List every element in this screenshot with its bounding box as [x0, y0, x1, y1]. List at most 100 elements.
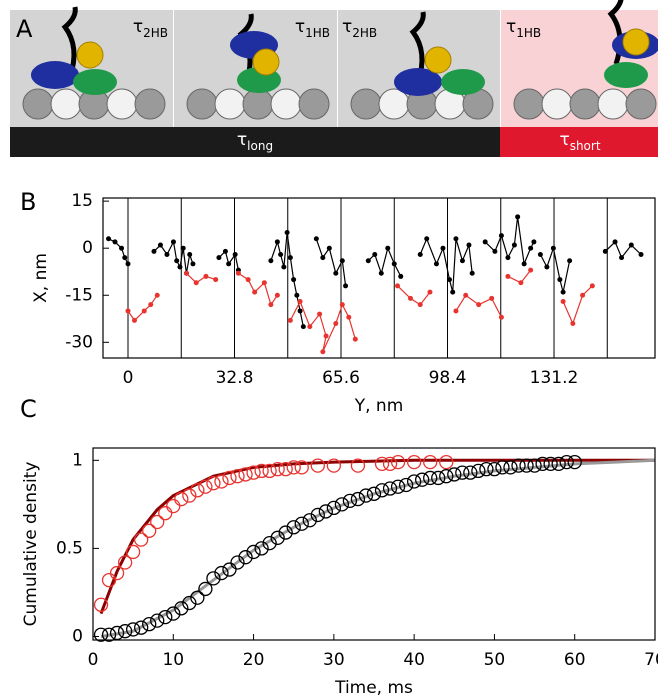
data-point	[323, 333, 329, 339]
data-point	[93, 597, 109, 612]
tether	[61, 6, 78, 78]
y-axis-label: Cumulative density	[21, 462, 41, 627]
data-point	[366, 486, 382, 501]
data-point	[245, 277, 251, 283]
data-point	[300, 324, 306, 330]
data-point	[307, 324, 313, 330]
data-point	[453, 308, 459, 314]
data-point	[166, 606, 181, 621]
data-point	[183, 270, 189, 276]
data-point	[302, 513, 317, 528]
data-point	[580, 292, 586, 298]
data-point	[206, 476, 221, 491]
plot-frame	[92, 447, 656, 641]
data-point	[372, 251, 378, 257]
data-point	[518, 280, 524, 286]
head-green	[73, 69, 117, 95]
data-point	[469, 270, 475, 276]
tubulin	[270, 88, 302, 120]
data-point	[447, 467, 462, 482]
data-point	[270, 530, 285, 545]
data-point	[284, 230, 290, 236]
subscript: 2HB	[352, 26, 377, 40]
data-point	[531, 239, 537, 245]
state-bar	[10, 127, 500, 157]
data-point	[134, 532, 149, 547]
data-point	[164, 251, 170, 257]
data-point	[543, 456, 558, 472]
data-point	[254, 463, 269, 479]
data-point	[297, 299, 303, 305]
data-point	[278, 525, 293, 540]
data-point	[628, 242, 634, 248]
data-point	[287, 317, 293, 323]
data-point	[291, 277, 297, 283]
data-point	[174, 258, 180, 264]
data-point	[427, 289, 433, 295]
data-point	[174, 491, 189, 507]
y-axis-label: X, nm	[31, 253, 51, 303]
data-point	[431, 470, 446, 486]
y-tick-label: -15	[65, 285, 93, 305]
data-point	[170, 239, 176, 245]
data-point	[417, 251, 423, 257]
data-point	[527, 458, 542, 473]
data-point	[310, 458, 325, 473]
data-point	[125, 308, 131, 314]
data-point	[93, 627, 109, 642]
data-point	[198, 479, 213, 494]
cartoons	[22, 0, 658, 120]
data-point	[320, 349, 326, 355]
data-point	[122, 255, 128, 261]
data-point	[391, 261, 397, 267]
data-point	[471, 463, 486, 479]
bead	[252, 48, 280, 76]
data-point	[511, 242, 517, 248]
data-point	[374, 483, 390, 498]
data-point	[439, 469, 454, 484]
data-point	[216, 255, 222, 261]
symbol: τ	[506, 17, 516, 37]
data-point	[326, 245, 332, 251]
data-point	[528, 267, 534, 273]
data-point	[252, 289, 258, 295]
x-tick-label: 0	[123, 368, 134, 388]
data-point	[424, 236, 430, 242]
data-point	[495, 460, 510, 475]
x-tick-label: 32.8	[216, 368, 254, 388]
data-point	[535, 456, 550, 472]
data-point	[190, 590, 205, 605]
data-point	[148, 302, 154, 308]
data-point	[198, 581, 213, 597]
y-tick-label: 15	[71, 191, 93, 211]
data-point	[125, 261, 131, 267]
tubulin	[541, 88, 573, 120]
data-point	[125, 544, 141, 560]
data-point	[281, 264, 287, 270]
data-point	[342, 493, 358, 508]
x-axis-label: Time, ms	[334, 678, 413, 698]
data-point	[515, 214, 521, 220]
data-point	[439, 454, 454, 470]
subscript: 2HB	[143, 26, 168, 40]
data-point	[112, 239, 118, 245]
subscript: 1HB	[516, 26, 541, 40]
data-point	[463, 465, 478, 480]
data-point	[528, 245, 534, 251]
data-point	[313, 236, 319, 242]
data-point	[287, 255, 293, 261]
tubulin	[50, 88, 82, 120]
tether	[409, 11, 426, 83]
data-point	[358, 488, 374, 503]
data-point	[182, 488, 197, 503]
data-point	[560, 289, 566, 295]
data-point	[235, 270, 241, 276]
y-tick-label: -30	[65, 332, 93, 352]
symbol: τ	[133, 17, 143, 37]
data-point	[570, 320, 576, 326]
data-point	[417, 302, 423, 308]
data-point	[246, 465, 261, 480]
data-point	[505, 273, 511, 279]
x-tick-label: 20	[243, 650, 265, 670]
tubulin	[298, 88, 330, 120]
